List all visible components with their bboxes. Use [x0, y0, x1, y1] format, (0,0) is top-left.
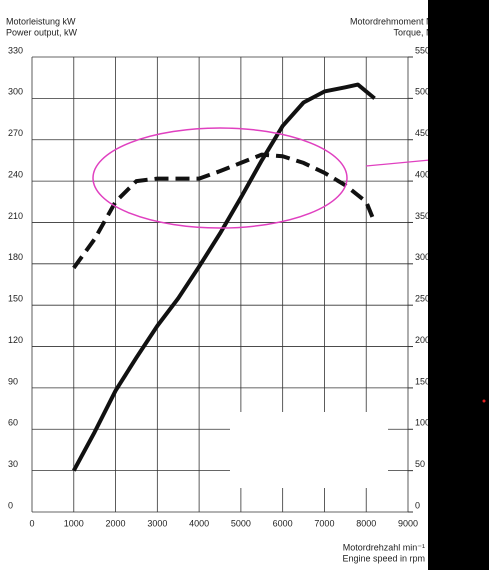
x-tick-label: 9000: [398, 518, 418, 528]
y-tick-label: 300: [8, 87, 23, 97]
y-tick-label: 0: [8, 500, 13, 510]
y2-tick-label: 300: [415, 252, 430, 262]
x-tick-label: 3000: [147, 518, 167, 528]
y2-tick-label: 50: [415, 459, 425, 469]
y2-tick-label: 350: [415, 211, 430, 221]
y-tick-label: 90: [8, 376, 18, 386]
y2-tick-label: 400: [415, 169, 430, 179]
y2-tick-label: 100: [415, 418, 430, 428]
x-tick-label: 4000: [189, 518, 209, 528]
y-tick-label: 120: [8, 335, 23, 345]
y-tick-label: 270: [8, 128, 23, 138]
x-tick-label: 2000: [106, 518, 126, 528]
y-tick-label: 150: [8, 294, 23, 304]
x-tick-label: 8000: [356, 518, 376, 528]
y-tick-label: 60: [8, 418, 18, 428]
x-tick-label: 1000: [64, 518, 84, 528]
x-tick-label: 6000: [273, 518, 293, 528]
y2-axis-title: Motordrehmoment Nm: [350, 16, 440, 26]
x-tick-label: 0: [29, 518, 34, 528]
y-tick-label: 330: [8, 45, 23, 55]
pointer-line: [365, 159, 431, 167]
y2-tick-label: 250: [415, 294, 430, 304]
series-line: [72, 152, 377, 270]
y-tick-label: 210: [8, 211, 23, 221]
y2-tick-label: 500: [415, 87, 430, 97]
series-line: [72, 82, 376, 472]
y2-axis-title: Torque, Nm: [393, 27, 440, 37]
y2-tick-label: 150: [415, 376, 430, 386]
y2-tick-label: 200: [415, 335, 430, 345]
side-panel: [428, 0, 489, 570]
y-tick-label: 30: [8, 459, 18, 469]
y2-tick-label: 450: [415, 128, 430, 138]
y-axis-title: Motorleistung kW: [6, 16, 76, 26]
dot: [482, 399, 486, 403]
plot: 0 30 60 90 120 150 180 210 240 270 300 330 0 50 100 150…: [6, 16, 440, 563]
highlight-ellipse: [92, 127, 348, 229]
y-tick-label: 240: [8, 169, 23, 179]
y-axis-title: Power output, kW: [6, 27, 78, 37]
mask: [230, 412, 388, 488]
x-tick-label: 5000: [231, 518, 251, 528]
y2-tick-label: 550: [415, 45, 430, 55]
x-axis-title: Motordrehzahl min⁻¹: [343, 542, 425, 552]
y-tick-label: 180: [8, 252, 23, 262]
y2-tick-label: 0: [415, 500, 420, 510]
x-axis-title: Engine speed in rpm: [342, 553, 425, 563]
x-tick-label: 7000: [314, 518, 334, 528]
